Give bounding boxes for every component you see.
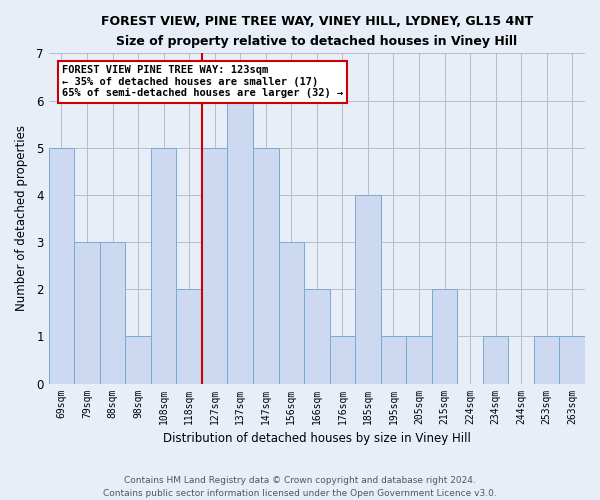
Bar	[406, 336, 432, 384]
Text: FOREST VIEW PINE TREE WAY: 123sqm
← 35% of detached houses are smaller (17)
65% : FOREST VIEW PINE TREE WAY: 123sqm ← 35% …	[62, 65, 343, 98]
X-axis label: Distribution of detached houses by size in Viney Hill: Distribution of detached houses by size …	[163, 432, 471, 445]
Bar	[49, 148, 74, 384]
Bar	[278, 242, 304, 384]
Text: Contains HM Land Registry data © Crown copyright and database right 2024.
Contai: Contains HM Land Registry data © Crown c…	[103, 476, 497, 498]
Bar	[432, 289, 457, 384]
Bar	[151, 148, 176, 384]
Bar	[304, 289, 329, 384]
Bar	[534, 336, 559, 384]
Bar	[74, 242, 100, 384]
Y-axis label: Number of detached properties: Number of detached properties	[15, 126, 28, 312]
Bar	[559, 336, 585, 384]
Bar	[100, 242, 125, 384]
Bar	[176, 289, 202, 384]
Title: FOREST VIEW, PINE TREE WAY, VINEY HILL, LYDNEY, GL15 4NT
Size of property relati: FOREST VIEW, PINE TREE WAY, VINEY HILL, …	[101, 15, 533, 48]
Bar	[227, 100, 253, 384]
Bar	[355, 195, 380, 384]
Bar	[329, 336, 355, 384]
Bar	[380, 336, 406, 384]
Bar	[202, 148, 227, 384]
Bar	[483, 336, 508, 384]
Bar	[253, 148, 278, 384]
Bar	[125, 336, 151, 384]
